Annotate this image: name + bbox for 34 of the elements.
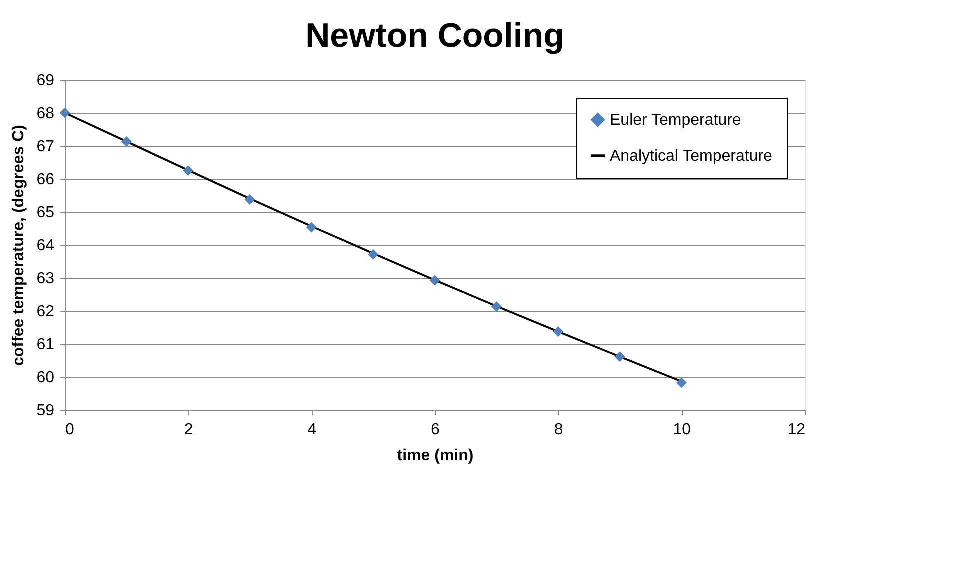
chart-title: Newton Cooling (306, 17, 564, 55)
legend-label: Euler Temperature (610, 112, 742, 129)
x-tick-label: 2 (184, 422, 194, 438)
y-tick-label: 66 (36, 172, 55, 188)
x-tick-label: 0 (66, 422, 74, 438)
point (121, 136, 132, 147)
point (614, 352, 626, 362)
y-tick-label: 69 (36, 72, 55, 90)
y-tick-label: 61 (36, 336, 55, 354)
y-tick-label: 60 (36, 370, 55, 386)
y-axis-title: coffee temperature, (degrees C) (10, 125, 28, 366)
y-tick-label: 59 (36, 402, 55, 420)
point (244, 194, 256, 206)
point (676, 378, 687, 388)
y-tick-label: 65 (36, 204, 55, 222)
point (60, 108, 70, 118)
x-tick-label: 6 (431, 422, 440, 438)
point (491, 301, 502, 312)
point (430, 275, 440, 286)
y-tick-label: 64 (36, 238, 55, 254)
x-tick-label: 10 (673, 422, 692, 438)
point (306, 222, 317, 233)
y-tick-label: 62 (36, 304, 55, 320)
y-tick-label: 68 (36, 106, 55, 122)
point (183, 166, 194, 176)
x-tick-label: 4 (308, 422, 317, 438)
x-tick-label: 12 (788, 422, 806, 438)
x-axis-title: time (min) (397, 448, 474, 464)
point (368, 249, 379, 260)
x-tick-label: 8 (554, 422, 564, 438)
y-tick-label: 63 (36, 270, 55, 288)
y-tick-label: 67 (36, 138, 55, 156)
point (553, 326, 564, 338)
legend-label: Analytical Temperature (610, 148, 773, 165)
